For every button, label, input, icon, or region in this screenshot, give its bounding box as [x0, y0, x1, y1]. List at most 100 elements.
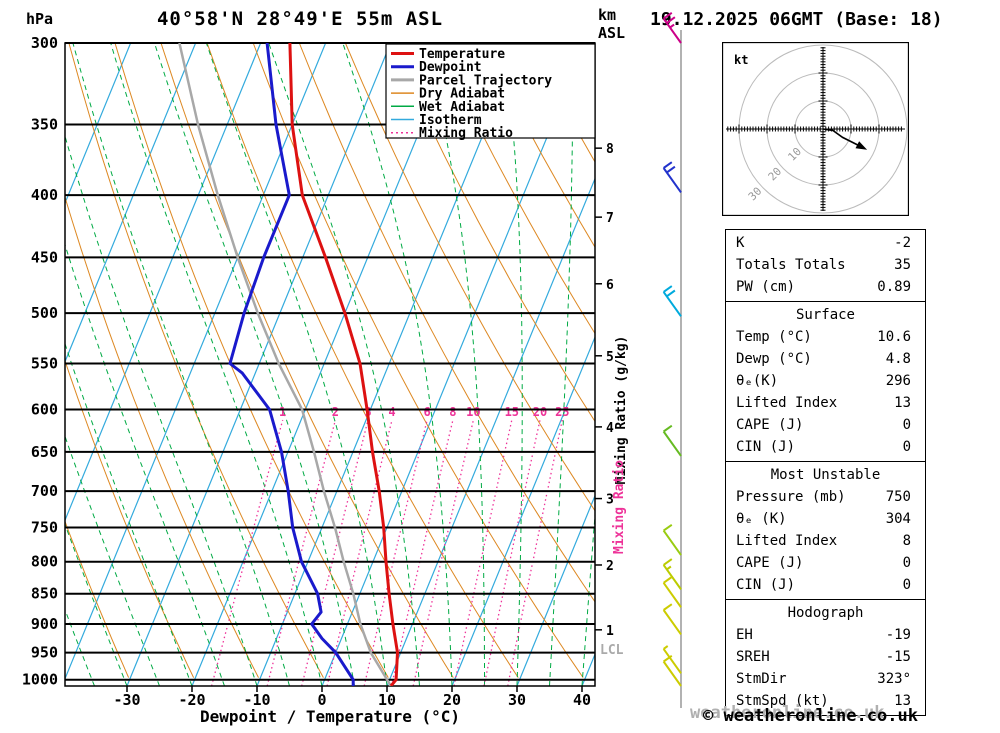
stat-row: PW (cm) 0.89	[726, 276, 925, 298]
mixing-ratio-lines	[210, 419, 563, 686]
stat-label: PW (cm)	[736, 279, 796, 295]
wind-barbs	[662, 11, 682, 708]
pressure-tick-label: 900	[31, 615, 58, 633]
hodograph-trace	[822, 128, 861, 147]
stat-row: Dewp (°C) 4.8	[726, 348, 925, 370]
mixing-ratio-label: 4	[388, 405, 395, 419]
stat-value: 750	[885, 489, 911, 505]
pressure-tick-label: 500	[31, 304, 58, 322]
stat-row: Lifted Index 8	[726, 530, 925, 552]
stats-box: Most Unstable Pressure (mb) 750 θₑ (K) 304 Li…	[725, 461, 926, 600]
wind-barb	[662, 161, 682, 194]
stat-value: 8	[902, 533, 911, 549]
mixing-ratio-label: 1	[279, 405, 286, 419]
stat-value: 323°	[877, 671, 911, 687]
stat-value: 13	[894, 395, 911, 411]
legend-label: Mixing Ratio	[419, 126, 513, 141]
station-title: 40°58'N 28°49'E 55m ASL	[156, 8, 444, 30]
stat-label: θₑ(K)	[736, 373, 779, 389]
mixing-ratio-label: 2	[332, 405, 339, 419]
wind-barb	[662, 603, 682, 636]
run-date-title: 19.12.2025 06GMT (Base: 18)	[650, 9, 943, 30]
legend-label: Dewpoint	[419, 60, 482, 75]
legend-label: Parcel Trajectory	[419, 73, 552, 88]
section-header: Surface	[795, 307, 855, 323]
section-header: Most Unstable	[770, 467, 881, 483]
mixing-ratio-label: 15	[505, 405, 519, 419]
stats-box: K -2 Totals Totals 35 PW (cm) 0.89	[725, 229, 926, 302]
km-tick-label: 1	[606, 624, 614, 639]
wind-barb	[662, 558, 682, 590]
km-axis-unit-2: ASL	[598, 24, 625, 42]
pressure-tick-label: 650	[31, 443, 58, 461]
stat-row: K -2	[726, 232, 925, 254]
watermark-text: weatheronline.co.uk	[690, 703, 885, 723]
stat-row: CIN (J) 0	[726, 436, 925, 458]
stat-label: StmSpd (kt)	[736, 693, 829, 709]
stat-value: -15	[885, 649, 911, 665]
stat-row: SREH -15	[726, 646, 925, 668]
dewpoint-curve	[228, 43, 355, 686]
stat-value: 0.89	[877, 279, 911, 295]
temp-tick-label: 30	[508, 691, 526, 709]
km-tick-label: 3	[606, 493, 614, 508]
mixing-ratio-label: 25	[555, 405, 569, 419]
legend-label: Temperature	[419, 47, 505, 62]
profile-curves	[178, 43, 399, 686]
wind-barb	[662, 523, 682, 556]
stat-label: K	[736, 235, 745, 251]
temp-tick-label: 10	[378, 691, 396, 709]
mixing-ratio-label: 10	[466, 405, 480, 419]
pressure-tick-label: 750	[31, 519, 58, 537]
stat-value: 13	[894, 693, 911, 709]
pressure-tick-label: 400	[31, 186, 58, 204]
legend-label: Dry Adiabat	[419, 87, 505, 102]
km-tick-label: 8	[606, 142, 614, 157]
wind-barb	[662, 11, 682, 44]
wind-barb	[662, 654, 682, 687]
copyright-text: © weatheronline.co.uk	[703, 706, 918, 726]
stat-row: Totals Totals 35	[726, 254, 925, 276]
stat-value: 0	[902, 417, 911, 433]
pressure-tick-label: 950	[31, 644, 58, 662]
hodograph-unit-label: kt	[734, 53, 748, 67]
km-tick-label: 4	[606, 421, 614, 436]
temp-tick-label: 40	[573, 691, 591, 709]
km-tick-label: 5	[606, 350, 614, 365]
stat-row: EH -19	[726, 624, 925, 646]
stat-value: 296	[885, 373, 911, 389]
pressure-tick-label: 1000	[22, 671, 58, 689]
parcel-trajectory-curve	[178, 43, 392, 686]
legend-label: Isotherm	[419, 113, 482, 128]
temp-tick-label: -30	[113, 691, 140, 709]
stat-label: CAPE (J)	[736, 417, 804, 433]
km-tick-label: 6	[606, 278, 614, 293]
dry-adiabat-lines	[65, 43, 595, 678]
wind-barb	[662, 285, 682, 317]
x-axis-title: Dewpoint / Temperature (°C)	[200, 707, 460, 726]
stat-label: Pressure (mb)	[736, 489, 846, 505]
pressure-axis-unit: hPa	[26, 10, 54, 28]
lcl-label: LCL	[600, 643, 624, 658]
stat-value: 4.8	[885, 351, 911, 367]
stat-row: StmSpd (kt) 13	[726, 690, 925, 712]
stat-row: θₑ(K) 296	[726, 370, 925, 392]
mixing-ratio-axis-title: Mixing Ratio (g/kg)	[614, 336, 629, 485]
stat-value: 0	[902, 555, 911, 571]
wind-barb	[662, 424, 682, 457]
stats-box: Surface Temp (°C) 10.6 Dewp (°C) 4.8 θₑ(K) 296…	[725, 301, 926, 462]
pressure-grid: 300 350 400 450 500 550 600 650 700 750 800 850 900 9…	[22, 34, 595, 689]
stat-row: θₑ (K) 304	[726, 508, 925, 530]
stat-label: EH	[736, 627, 753, 643]
pressure-tick-label: 450	[31, 248, 58, 266]
wind-barb	[662, 645, 682, 674]
hodograph-trace-arrow	[855, 141, 868, 150]
wind-barb	[662, 576, 682, 608]
pressure-tick-label: 300	[31, 34, 58, 52]
stat-label: StmDir	[736, 671, 787, 687]
wet-adiabat-lines	[65, 43, 595, 686]
stat-label: SREH	[736, 649, 770, 665]
